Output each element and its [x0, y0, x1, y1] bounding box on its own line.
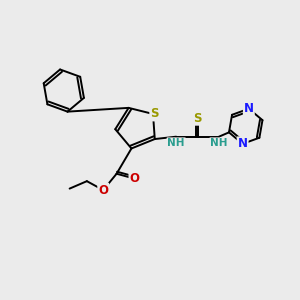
Text: NH: NH [210, 138, 228, 148]
Text: N: N [238, 137, 248, 150]
Text: O: O [98, 184, 108, 196]
Text: S: S [150, 107, 159, 121]
Text: S: S [193, 112, 202, 125]
Text: O: O [129, 172, 140, 185]
Text: NH: NH [167, 138, 185, 148]
Text: N: N [244, 102, 254, 115]
